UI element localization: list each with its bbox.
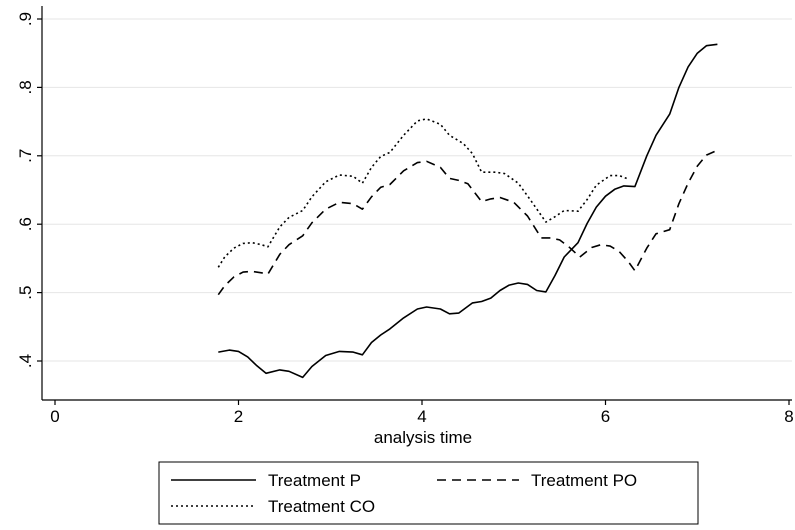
x-tick-label: 6 xyxy=(601,407,610,426)
series-line-treatment-po xyxy=(217,149,718,296)
y-ticks: .4 .5 .6 .7 .8 .9 xyxy=(16,12,42,368)
axes xyxy=(41,6,792,401)
y-tick-label: .8 xyxy=(16,80,35,94)
y-tick-label: .6 xyxy=(16,217,35,231)
y-tick-label: .5 xyxy=(16,286,35,300)
legend-label-2: Treatment PO xyxy=(531,471,637,490)
x-tick-label: 0 xyxy=(50,407,59,426)
x-tick-label: 8 xyxy=(784,407,793,426)
x-axis-title: analysis time xyxy=(374,428,472,447)
legend: Treatment P Treatment PO Treatment CO xyxy=(158,461,699,525)
y-tick-label: .4 xyxy=(16,354,35,368)
legend-box xyxy=(158,461,699,525)
x-tick-label: 2 xyxy=(234,407,243,426)
y-tick-label: .7 xyxy=(16,149,35,163)
gridlines xyxy=(43,18,792,362)
y-tick-label: .9 xyxy=(16,12,35,26)
x-tick-label: 4 xyxy=(417,407,426,426)
series-line-treatment-p xyxy=(218,43,718,379)
legend-label-3: Treatment CO xyxy=(268,497,375,516)
series-lines xyxy=(217,43,718,379)
legend-label-1: Treatment P xyxy=(268,471,361,490)
x-ticks: 0 2 4 6 8 xyxy=(50,400,794,426)
